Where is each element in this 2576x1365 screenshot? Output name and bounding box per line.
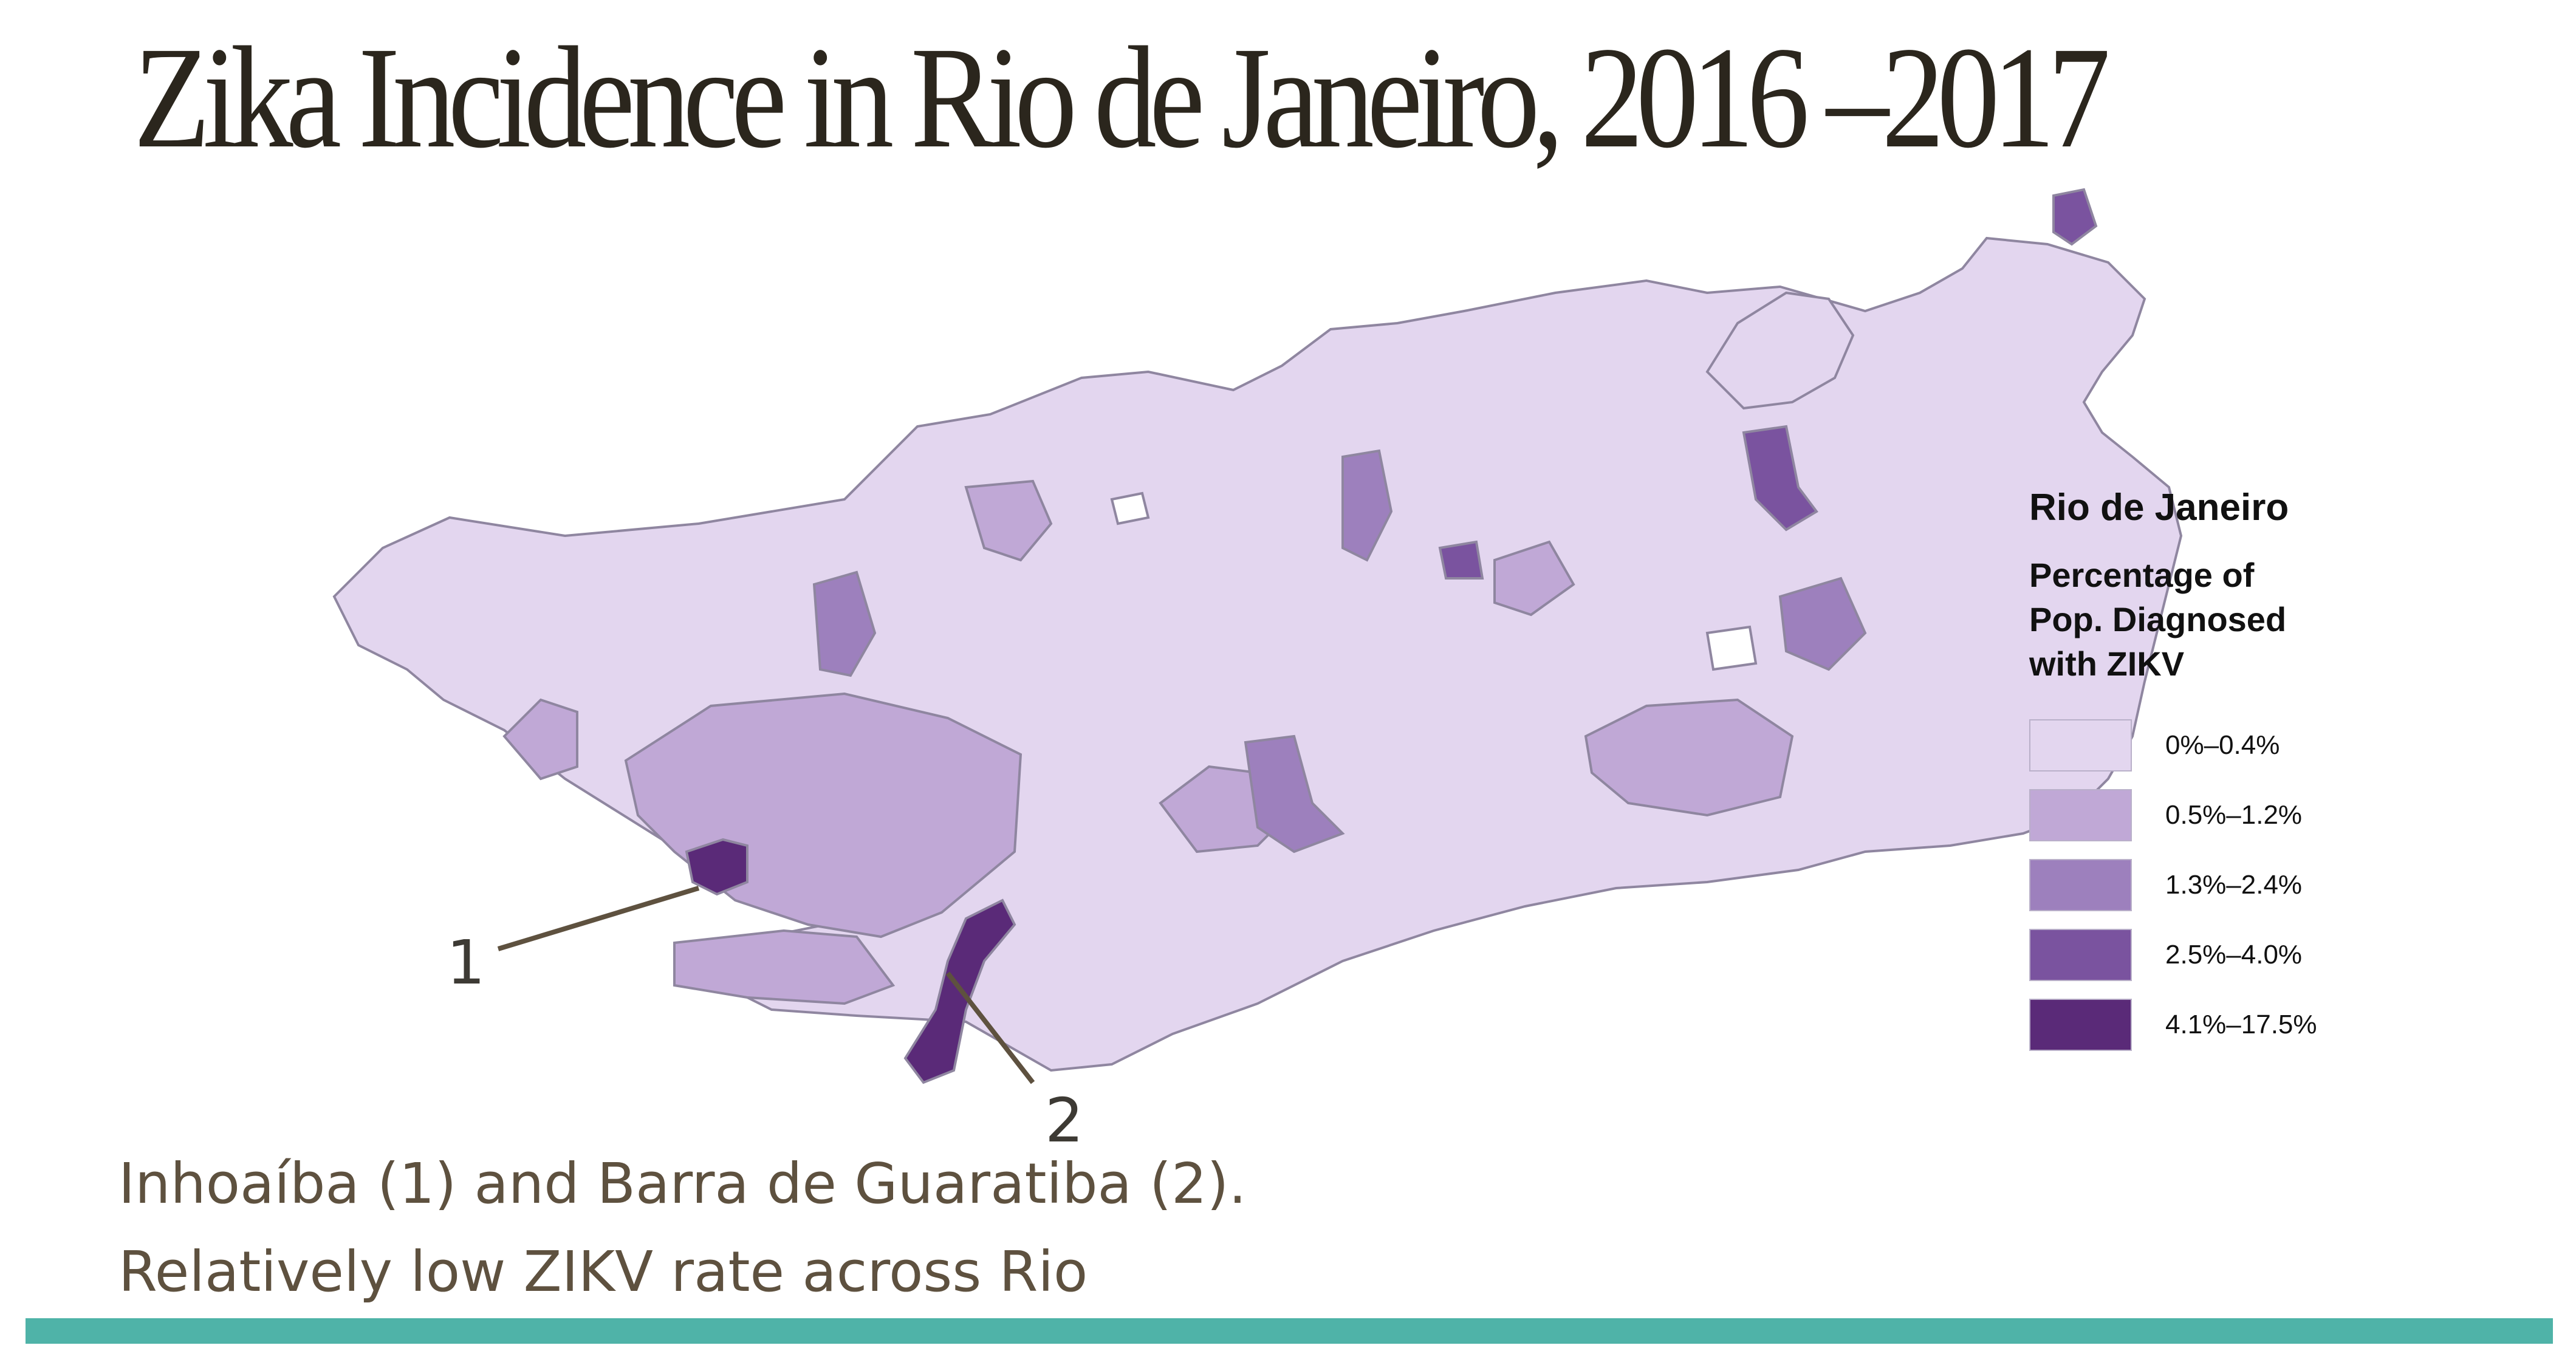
municipality-outline <box>332 236 2183 1072</box>
legend-item: 0%–0.4% <box>2029 710 2369 780</box>
region-ilha-dark <box>1742 425 1818 532</box>
region-west-coast <box>673 929 896 1005</box>
region-bangu <box>812 570 877 677</box>
legend-label: 1.3%–2.4% <box>2165 869 2303 900</box>
region-east-zone <box>1778 576 1867 671</box>
legend-label: 2.5%–4.0% <box>2165 939 2303 970</box>
legend-item: 1.3%–2.4% <box>2029 850 2369 920</box>
legend-item: 4.1%–17.5% <box>2029 990 2369 1059</box>
unmapped-area <box>1705 625 1758 671</box>
legend-swatch <box>2029 719 2132 771</box>
accent-bar <box>26 1318 2553 1344</box>
caption-line-1: Inhoaíba (1) and Barra de Guaratiba (2). <box>118 1151 1247 1216</box>
legend-label: 0%–0.4% <box>2165 730 2280 760</box>
legend-label: 0.5%–1.2% <box>2165 799 2303 830</box>
unmapped-area <box>1110 491 1150 525</box>
region-north-zone <box>1341 449 1393 562</box>
map-legend: Rio de Janeiro Percentage of Pop. Diagno… <box>2029 486 2369 1059</box>
callout-1-line <box>497 886 700 951</box>
region-island-north <box>2052 188 2098 246</box>
slide-title: Zika Incidence in Rio de Janeiro, 2016 –… <box>134 16 2111 178</box>
legend-subtitle-line: Pop. Diagnosed <box>2029 600 2287 638</box>
legend-swatch <box>2029 789 2132 841</box>
region-small-dark <box>1438 540 1484 580</box>
region-campo-grande <box>1244 734 1345 854</box>
region-central-north <box>1493 540 1575 617</box>
legend-subtitle-line: Percentage of <box>2029 556 2255 594</box>
legend-subtitle-line: with ZIKV <box>2029 644 2185 683</box>
legend-title: Rio de Janeiro <box>2029 487 2289 529</box>
caption-line-2: Relatively low ZIKV rate across Rio <box>118 1239 1088 1304</box>
legend-item: 0.5%–1.2% <box>2029 780 2369 850</box>
ilha-do-governador <box>1705 291 1855 410</box>
callout-1-label: 1 <box>447 927 485 998</box>
region-north-patch <box>964 479 1053 562</box>
legend-label: 4.1%–17.5% <box>2165 1009 2317 1039</box>
region-jacarepagua-east <box>1584 698 1794 817</box>
region-small-west <box>502 698 578 781</box>
choropleth-map <box>310 171 2394 1149</box>
callout-2-label: 2 <box>1045 1085 1084 1156</box>
legend-swatch <box>2029 998 2132 1051</box>
legend-item: 2.5%–4.0% <box>2029 920 2369 990</box>
region-inhoaiba <box>685 838 748 896</box>
legend-subtitle: Percentage of Pop. Diagnosed with ZIKV <box>2029 553 2369 686</box>
callout-2-line <box>945 971 1035 1084</box>
legend-swatch <box>2029 858 2132 911</box>
legend-swatch <box>2029 928 2132 981</box>
